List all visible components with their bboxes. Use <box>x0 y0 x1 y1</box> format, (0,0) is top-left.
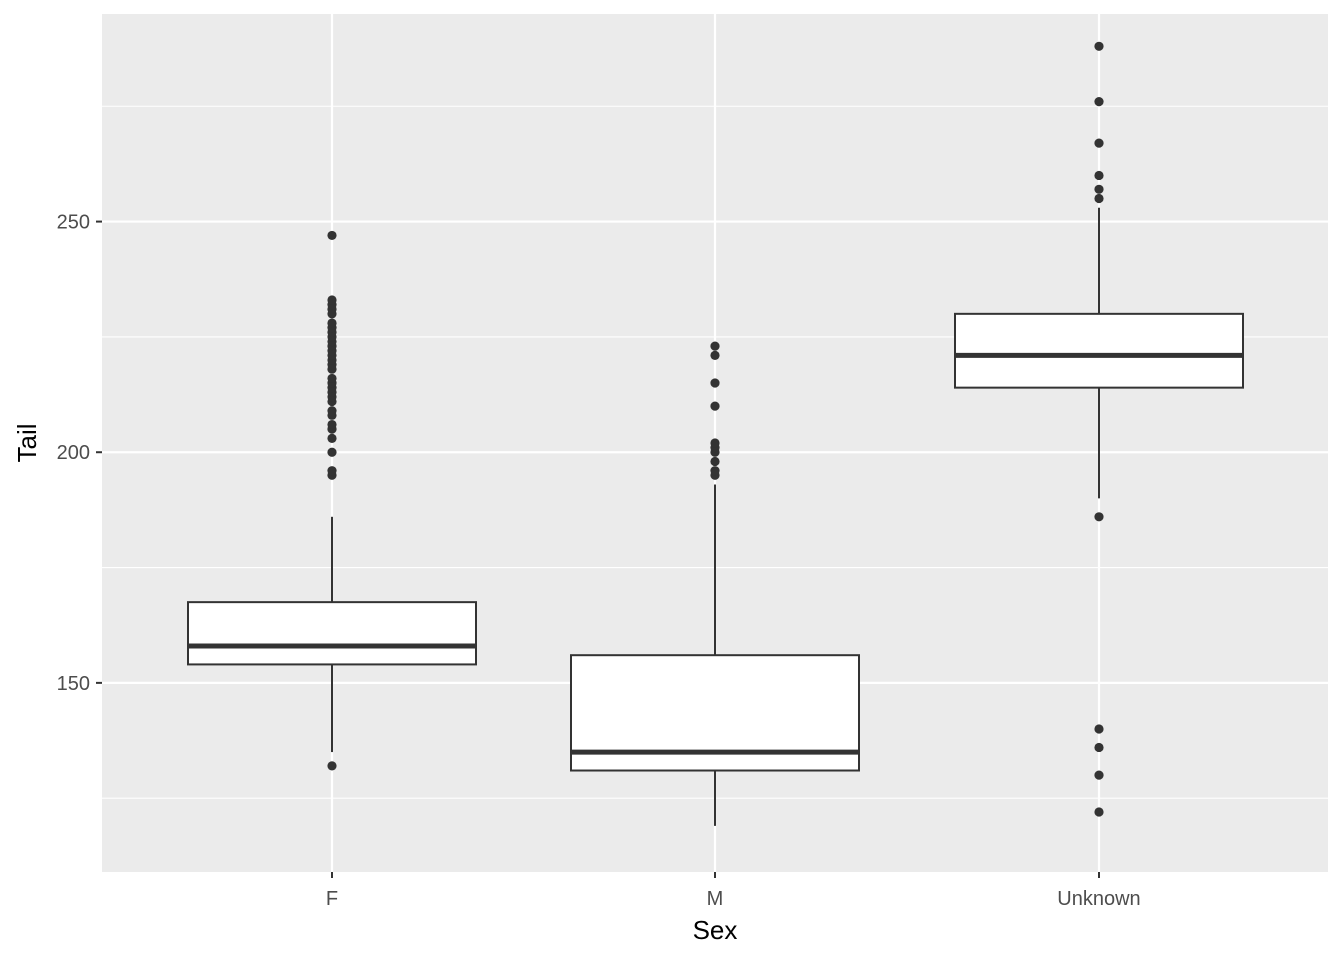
outlier-point <box>327 447 337 457</box>
box-layer <box>187 312 1244 772</box>
outlier-point <box>710 401 720 411</box>
outlier-point <box>1094 97 1104 107</box>
outlier-layer <box>327 41 1104 817</box>
outlier-point <box>327 761 337 771</box>
outlier-point <box>710 466 720 476</box>
outlier-point <box>710 438 720 448</box>
whisker-layer <box>331 207 1100 826</box>
y-axis-title: Tail <box>12 423 42 462</box>
outlier-point <box>710 341 720 351</box>
outlier-point <box>327 373 337 384</box>
outlier-point <box>327 230 337 241</box>
outlier-point <box>1094 770 1104 780</box>
outlier-point <box>1094 807 1104 817</box>
box-iqr <box>187 601 477 666</box>
outlier-point <box>327 406 337 416</box>
outlier-point <box>327 295 337 305</box>
outlier-point <box>327 433 337 443</box>
outlier-point <box>1094 742 1104 753</box>
outlier-point <box>1094 184 1104 194</box>
outlier-point <box>327 419 337 430</box>
y-tick-label: 150 <box>57 673 90 695</box>
x-axis-title: Sex <box>693 915 738 945</box>
outlier-point <box>327 466 337 476</box>
outlier-point <box>1094 193 1104 204</box>
x-tick-label: M <box>707 888 724 910</box>
outlier-point <box>710 378 720 388</box>
outlier-point <box>1094 724 1104 734</box>
outlier-point <box>710 456 720 467</box>
y-tick-label: 250 <box>57 212 90 234</box>
outlier-point <box>1094 138 1104 148</box>
outlier-point <box>1094 170 1104 181</box>
outlier-point <box>1094 41 1104 51</box>
outlier-point <box>710 350 720 360</box>
x-tick-label: Unknown <box>1057 888 1140 910</box>
y-tick-label: 200 <box>57 442 90 464</box>
x-tick-label: F <box>326 888 338 910</box>
outlier-point <box>1094 512 1104 522</box>
box-iqr <box>954 312 1244 389</box>
outlier-point <box>327 318 337 328</box>
axis-layer: 150 200 250 F M Unknown <box>57 212 1141 910</box>
